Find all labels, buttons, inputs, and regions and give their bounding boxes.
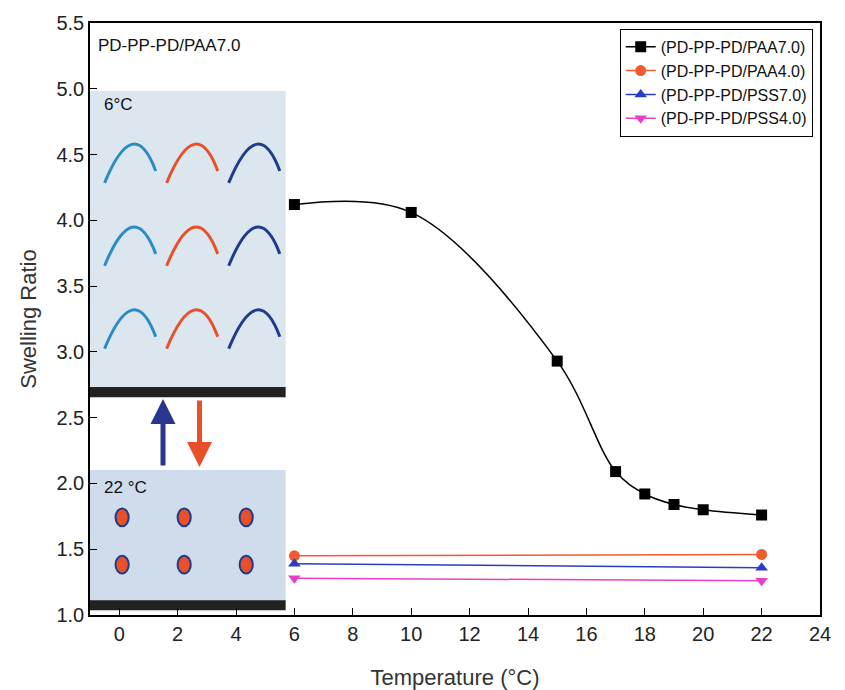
- svg-text:(PD-PP-PD/PSS4.0): (PD-PP-PD/PSS4.0): [661, 110, 807, 127]
- svg-text:5.0: 5.0: [56, 78, 84, 100]
- svg-text:22 °C: 22 °C: [104, 478, 147, 497]
- svg-text:1.0: 1.0: [56, 604, 84, 626]
- svg-text:2: 2: [172, 623, 183, 645]
- svg-text:8: 8: [347, 623, 358, 645]
- svg-text:12: 12: [458, 623, 480, 645]
- svg-text:22: 22: [750, 623, 772, 645]
- svg-text:2.5: 2.5: [56, 407, 84, 429]
- svg-text:(PD-PP-PD/PAA7.0): (PD-PP-PD/PAA7.0): [661, 39, 806, 56]
- svg-text:(PD-PP-PD/PAA4.0): (PD-PP-PD/PAA4.0): [661, 63, 806, 80]
- svg-text:4: 4: [230, 623, 241, 645]
- svg-text:(PD-PP-PD/PSS7.0): (PD-PP-PD/PSS7.0): [661, 87, 807, 104]
- svg-text:Temperature (°C): Temperature (°C): [371, 665, 540, 690]
- svg-text:1.5: 1.5: [56, 538, 84, 560]
- svg-text:6: 6: [289, 623, 300, 645]
- svg-text:4.5: 4.5: [56, 144, 84, 166]
- svg-text:24: 24: [809, 623, 831, 645]
- svg-text:18: 18: [634, 623, 656, 645]
- svg-text:5.5: 5.5: [56, 12, 84, 34]
- svg-text:3.5: 3.5: [56, 275, 84, 297]
- svg-text:10: 10: [400, 623, 422, 645]
- svg-text:Swelling Ratio: Swelling Ratio: [16, 249, 41, 388]
- svg-text:4.0: 4.0: [56, 209, 84, 231]
- svg-text:2.0: 2.0: [56, 472, 84, 494]
- svg-text:3.0: 3.0: [56, 341, 84, 363]
- svg-text:16: 16: [575, 623, 597, 645]
- svg-text:20: 20: [692, 623, 714, 645]
- svg-text:6°C: 6°C: [104, 95, 133, 114]
- svg-text:0: 0: [114, 623, 125, 645]
- svg-text:14: 14: [517, 623, 539, 645]
- svg-text:PD-PP-PD/PAA7.0: PD-PP-PD/PAA7.0: [98, 36, 240, 55]
